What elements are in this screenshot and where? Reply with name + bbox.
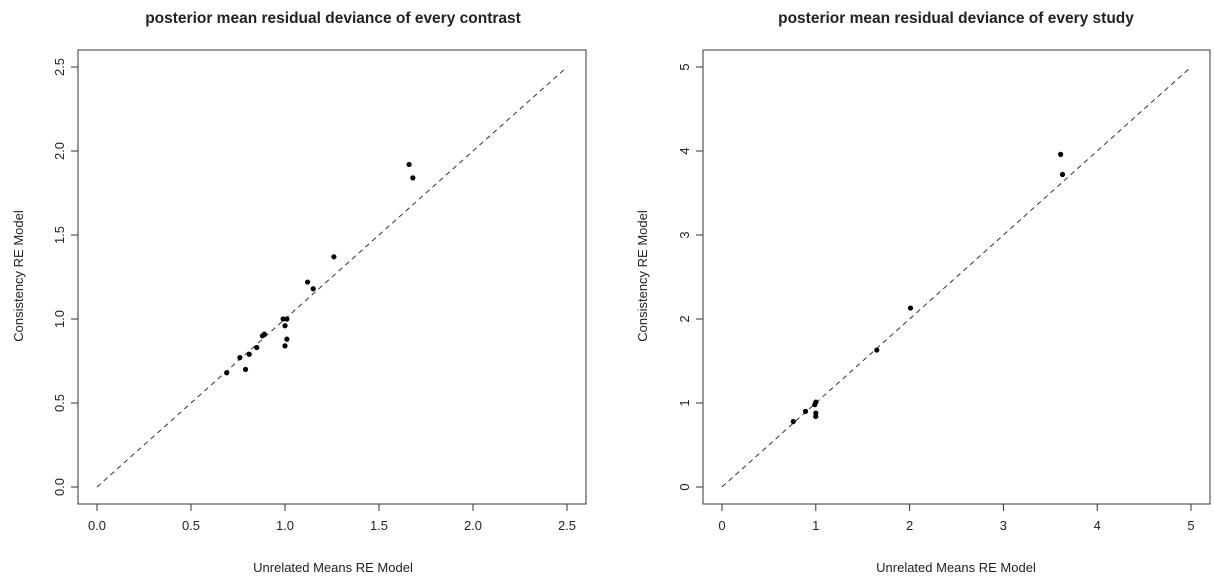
study-x-tick-label: 2: [906, 518, 913, 533]
study-y-ticks: 0 1 2 3 4 5: [677, 63, 703, 491]
study-x-axis-label: Unrelated Means RE Model: [876, 560, 1036, 575]
study-data-point: [1058, 151, 1064, 157]
study-data-point: [1059, 171, 1066, 178]
contrast-y-ticks: 0.0 0.5 1.0 1.5 2.0 2.5: [52, 58, 78, 496]
contrast-y-tick-label: 2.5: [52, 58, 67, 76]
contrast-x-tick-label: 2.5: [558, 518, 576, 533]
study-x-tick-label: 3: [1000, 518, 1007, 533]
contrast-y-tick-label: 2.0: [52, 142, 67, 160]
contrast-x-tick-label: 0.0: [88, 518, 106, 533]
contrast-data-point: [224, 370, 230, 376]
contrast-data-point: [237, 355, 243, 361]
contrast-data-point: [261, 331, 267, 337]
contrast-y-tick-label: 1.0: [52, 310, 67, 328]
contrast-plot-frame: [77, 49, 587, 505]
study-data-point: [907, 305, 914, 311]
study-data-point: [790, 418, 796, 425]
contrast-data-point: [280, 316, 286, 322]
contrast-data-point: [242, 366, 249, 372]
contrast-x-axis-label: Unrelated Means RE Model: [253, 560, 413, 575]
contrast-y-tick-label: 1.5: [52, 226, 67, 244]
contrast-data-point: [282, 323, 288, 329]
study-y-tick-label: 3: [677, 231, 692, 238]
contrast-data-point: [331, 254, 337, 260]
study-data-point: [874, 347, 880, 353]
study-x-ticks: 0 1 2 3 4 5: [718, 504, 1195, 533]
contrast-y-tick-label: 0.0: [52, 478, 67, 496]
study-data-point: [813, 399, 819, 405]
contrast-data-point: [410, 175, 416, 181]
study-y-tick-label: 5: [677, 63, 692, 70]
study-x-tick-label: 1: [812, 518, 819, 533]
study-x-tick-label: 5: [1187, 518, 1194, 533]
contrast-data-point: [284, 336, 290, 342]
study-plot-title: posterior mean residual deviance of ever…: [778, 10, 1134, 27]
contrast-plot-title: posterior mean residual deviance of ever…: [145, 10, 521, 27]
contrast-identity-line: [96, 66, 568, 488]
study-y-axis-label: Consistency RE Model: [635, 210, 650, 342]
study-x-tick-label: 4: [1094, 518, 1101, 533]
study-y-tick-label: 1: [677, 399, 692, 406]
study-panel: posterior mean residual deviance of ever…: [635, 10, 1211, 575]
contrast-x-tick-label: 1.0: [276, 518, 294, 533]
contrast-data-point: [406, 161, 412, 168]
study-data-point: [802, 408, 809, 414]
study-y-tick-label: 0: [677, 483, 692, 490]
contrast-points: [224, 161, 416, 376]
contrast-data-point: [282, 343, 288, 349]
contrast-x-tick-label: 0.5: [182, 518, 200, 533]
contrast-x-ticks: 0.0 0.5 1.0 1.5 2.0 2.5: [88, 504, 576, 533]
study-identity-line: [721, 66, 1192, 488]
contrast-data-point: [310, 286, 316, 292]
contrast-y-tick-label: 0.5: [52, 394, 67, 412]
contrast-y-axis-label: Consistency RE Model: [11, 210, 26, 342]
study-plot-frame: [702, 49, 1211, 505]
study-data-point: [813, 413, 819, 420]
contrast-data-point: [284, 316, 290, 322]
study-x-tick-label: 0: [718, 518, 725, 533]
contrast-x-tick-label: 2.0: [464, 518, 482, 533]
study-y-tick-label: 2: [677, 315, 692, 322]
study-points: [790, 151, 1066, 425]
contrast-x-tick-label: 1.5: [370, 518, 388, 533]
contrast-data-point: [254, 344, 260, 351]
contrast-data-point: [304, 279, 311, 285]
contrast-panel: posterior mean residual deviance of ever…: [11, 10, 587, 575]
contrast-data-point: [246, 351, 252, 357]
study-y-tick-label: 4: [677, 147, 692, 154]
